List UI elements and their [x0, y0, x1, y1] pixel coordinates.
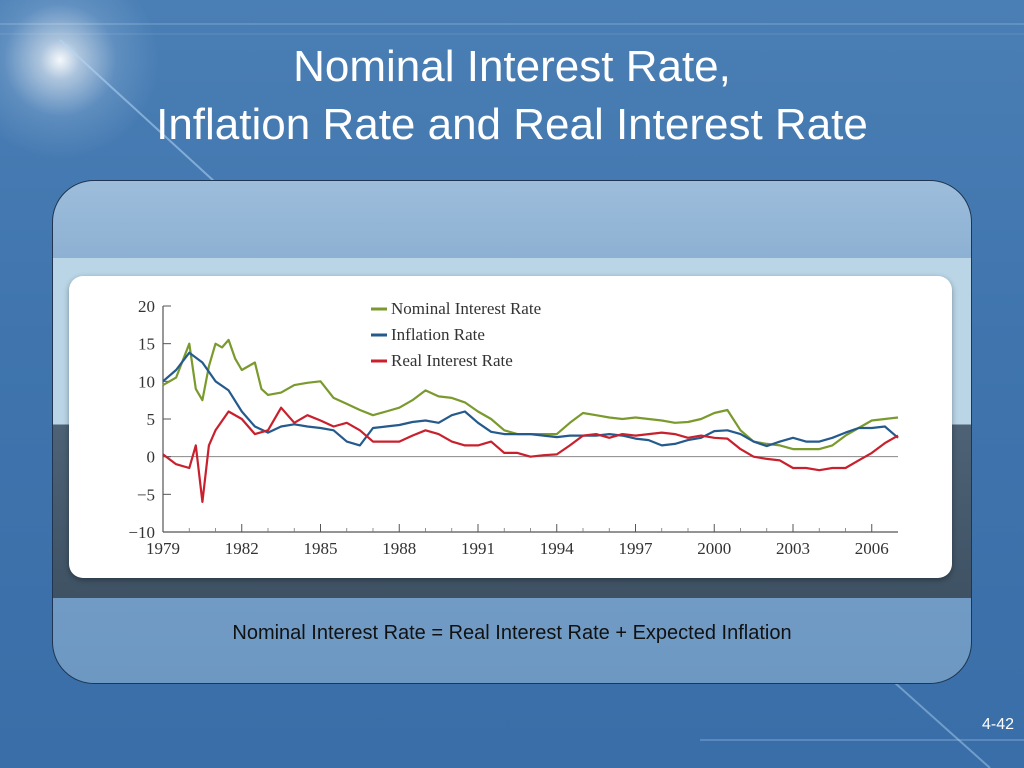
x-tick-label: 1991: [461, 539, 495, 558]
slide-number: 4-42: [981, 716, 1014, 733]
y-tick-label: 20: [138, 297, 155, 316]
x-tick-label: 1994: [540, 539, 575, 558]
series-line-inflation-rate: [162, 351, 899, 448]
x-tick-label: 2003: [776, 539, 810, 558]
x-tick-label: 1979: [146, 539, 180, 558]
series-line-nominal-interest-rate: [162, 338, 899, 451]
title-line-2: Inflation Rate and Real Interest Rate: [156, 100, 868, 149]
chart-series-layer: [162, 338, 899, 503]
y-tick-label: 5: [147, 410, 156, 429]
series-line-real-interest-rate: [162, 406, 899, 503]
x-tick-label: 1997: [619, 539, 654, 558]
x-tick-label: 1985: [304, 539, 338, 558]
y-tick-label: −10: [128, 523, 155, 542]
legend-label: Real Interest Rate: [391, 351, 513, 370]
title-line-1: Nominal Interest Rate,: [293, 42, 731, 91]
content-panel: 20 15 10 5 0 −5 −10 1979 1982 1985 1988 1991 1994 199…: [52, 180, 972, 684]
y-tick-label: 10: [138, 372, 155, 391]
x-tick-label: 1982: [225, 539, 259, 558]
chart-legend: Nominal Interest Rate Inflation Rate Real …: [371, 299, 541, 370]
y-tick-label: −5: [137, 485, 155, 504]
legend-label: Inflation Rate: [391, 325, 485, 344]
y-tick-label: 15: [138, 335, 155, 354]
formula-text: Nominal Interest Rate = Real Interest Ra…: [232, 622, 792, 644]
y-tick-label: 0: [147, 448, 156, 467]
x-tick-label: 2000: [697, 539, 731, 558]
x-tick-label: 1988: [382, 539, 416, 558]
legend-label: Nominal Interest Rate: [391, 299, 541, 318]
chart-card: 20 15 10 5 0 −5 −10 1979 1982 1985 1988 1991 1994 199…: [69, 276, 952, 578]
x-tick-label: 2006: [855, 539, 889, 558]
slide-title: Nominal Interest Rate, Inflation Rate an…: [0, 38, 1024, 154]
